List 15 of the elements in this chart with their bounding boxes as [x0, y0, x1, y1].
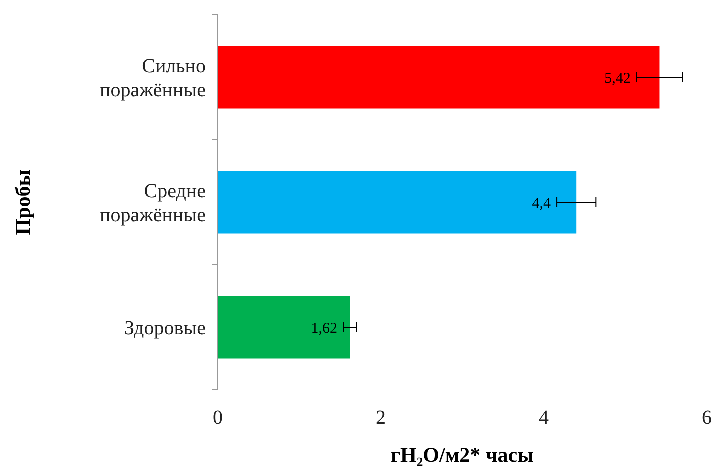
bar — [218, 296, 350, 359]
bar — [218, 171, 577, 234]
x-tick-label: 2 — [376, 407, 386, 429]
bar — [218, 46, 660, 109]
data-label: 4,4 — [532, 196, 552, 212]
x-tick-label: 6 — [702, 407, 712, 429]
y-tick-label: Средне поражённые — [100, 180, 206, 226]
x-tick-label: 0 — [213, 407, 223, 429]
y-tick-label: Здоровые — [124, 318, 206, 340]
data-label: 5,42 — [604, 70, 631, 87]
x-tick-label: 4 — [539, 407, 549, 429]
y-axis-title: Пробы — [11, 170, 35, 236]
y-tick-label: Сильно поражённые — [100, 56, 206, 102]
data-label: 1,62 — [311, 320, 338, 337]
x-axis-title: гH₂O/м2* часы — [391, 443, 534, 466]
